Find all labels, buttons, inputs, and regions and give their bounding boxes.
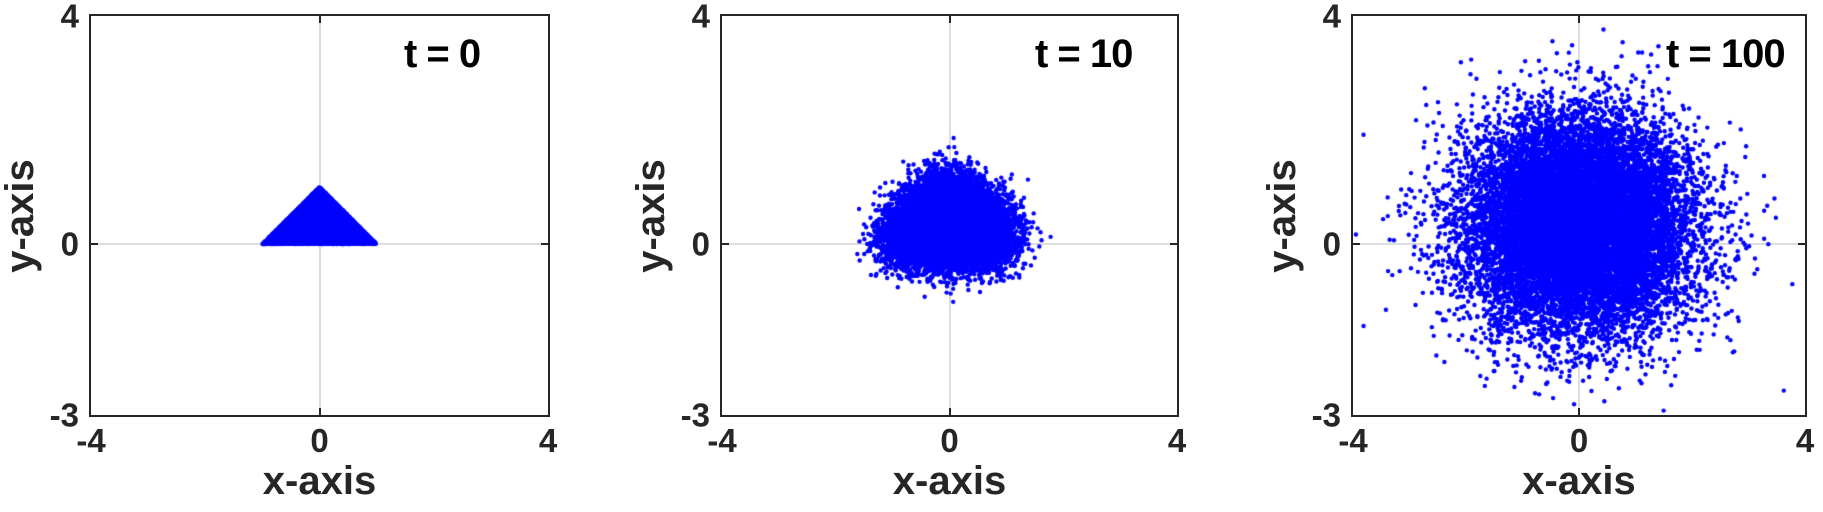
ytick-label: 4	[60, 0, 79, 35]
y-axis-label: y-axis	[1260, 158, 1304, 273]
subplot-t100-axes: t = 100 -4 0 4 4 0 -3 x-axis y-axis	[1260, 0, 1814, 501]
ytick-label: -3	[680, 396, 710, 434]
scatter-canvas-t100	[1353, 16, 1805, 415]
time-annotation-t100: t = 100	[1666, 32, 1786, 76]
time-annotation-t0: t = 0	[404, 32, 481, 76]
x-axis-label: x-axis	[892, 459, 1007, 503]
xtick-label: 0	[1569, 422, 1589, 459]
xtick-label: -4	[1338, 422, 1368, 459]
xtick-label: -4	[707, 422, 737, 459]
y-axis-label: y-axis	[629, 158, 673, 273]
ytick-label: 0	[60, 225, 79, 263]
scatter-canvas-t10	[722, 16, 1177, 415]
xtick-label: 0	[940, 422, 959, 459]
subplot-t0-axes: t = 0 -4 0 4 4 0 -3 x-axis y-axis	[0, 0, 557, 501]
xtick-label: -4	[76, 422, 106, 459]
xtick-label: 0	[310, 422, 329, 459]
x-axis-label: x-axis	[1522, 459, 1636, 503]
ytick-label: 4	[691, 0, 710, 35]
ytick-label: -3	[49, 396, 79, 434]
xtick-label: 4	[538, 422, 558, 459]
time-annotation-t10: t = 10	[1035, 32, 1133, 76]
xtick-label: 4	[1795, 422, 1815, 459]
ytick-label: 4	[1322, 0, 1341, 35]
xtick-label: 4	[1167, 422, 1187, 459]
scatter-canvas-t0	[91, 16, 548, 415]
ytick-label: 0	[1322, 225, 1341, 263]
ytick-label: -3	[1311, 396, 1341, 434]
y-axis-label: y-axis	[0, 158, 42, 273]
subplot-t10-axes: t = 10 -4 0 4 4 0 -3 x-axis y-axis	[629, 0, 1186, 501]
x-axis-label: x-axis	[262, 459, 377, 503]
ytick-label: 0	[691, 225, 710, 263]
